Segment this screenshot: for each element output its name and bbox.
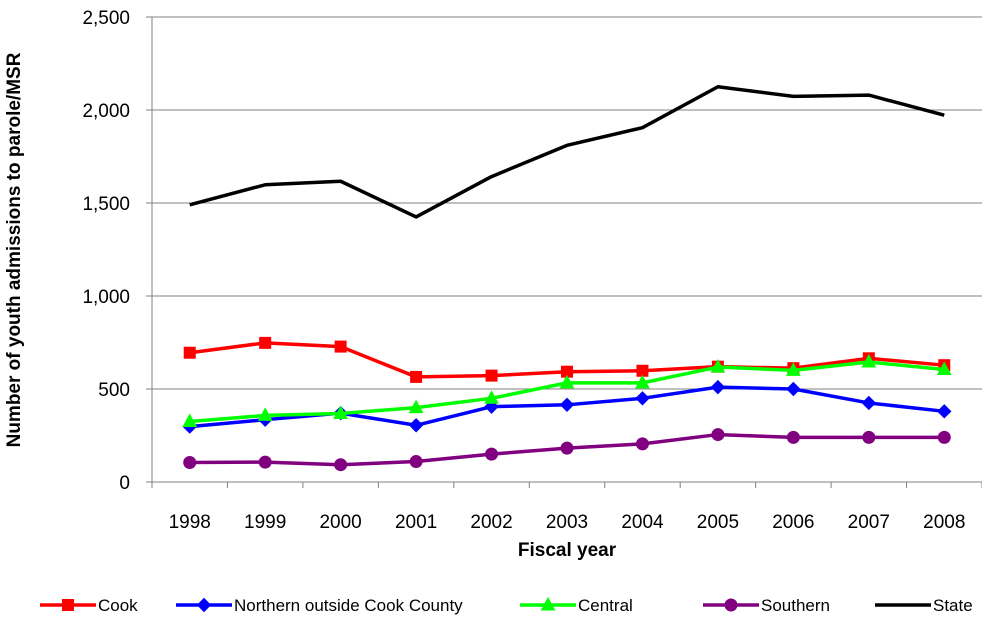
data-point bbox=[560, 441, 574, 455]
legend-item: State bbox=[875, 596, 973, 615]
x-tick-label: 1998 bbox=[169, 512, 211, 533]
data-point bbox=[635, 374, 650, 389]
legend-label: Northern outside Cook County bbox=[234, 596, 463, 615]
y-tick-label: 2,500 bbox=[82, 8, 130, 29]
legend-label: State bbox=[933, 596, 973, 615]
data-point bbox=[485, 447, 499, 461]
x-tick-label: 2008 bbox=[923, 512, 965, 533]
x-axis-title: Fiscal year bbox=[518, 540, 617, 561]
data-point bbox=[334, 458, 348, 472]
data-point bbox=[861, 353, 877, 368]
data-point bbox=[862, 430, 876, 444]
y-tick-label: 500 bbox=[98, 380, 130, 401]
y-tick-label: 2,000 bbox=[82, 101, 130, 122]
data-point bbox=[408, 399, 424, 414]
x-tick-label: 2000 bbox=[319, 512, 361, 533]
data-point bbox=[710, 379, 726, 395]
legend-marker bbox=[196, 597, 212, 613]
data-point bbox=[408, 418, 424, 433]
data-point bbox=[183, 455, 197, 469]
y-tick-label: 0 bbox=[119, 473, 130, 494]
y-tick-label: 1,000 bbox=[82, 287, 130, 308]
y-tick-labels: 0 500 1,000 1,500 2,000 2,500 bbox=[82, 8, 130, 494]
data-point bbox=[257, 407, 273, 421]
data-point bbox=[786, 362, 801, 376]
legend-label: Cook bbox=[98, 596, 138, 615]
data-point bbox=[409, 455, 423, 469]
data-point bbox=[636, 364, 649, 377]
data-point bbox=[936, 361, 952, 375]
x-tick-labels: 1998 1999 2000 2001 2002 2003 2004 2005 2006 2007… bbox=[169, 512, 966, 533]
y-tick-label: 1,500 bbox=[82, 194, 130, 215]
x-tick-label: 2006 bbox=[772, 512, 814, 533]
data-point bbox=[937, 404, 952, 419]
x-tick-label: 2007 bbox=[848, 512, 890, 533]
x-tick-label: 2002 bbox=[470, 512, 512, 533]
legend-item: Northern outside Cook County bbox=[176, 596, 463, 615]
data-point bbox=[485, 369, 498, 382]
x-tick-label: 1999 bbox=[244, 512, 286, 533]
legend-marker bbox=[540, 596, 556, 611]
data-point bbox=[410, 370, 423, 383]
data-point bbox=[333, 405, 348, 420]
data-point bbox=[259, 336, 272, 349]
gridlines bbox=[152, 16, 982, 390]
data-point bbox=[183, 346, 196, 359]
x-tick-label: 2003 bbox=[546, 512, 588, 533]
x-tick-label: 2004 bbox=[621, 512, 664, 533]
data-point bbox=[559, 397, 575, 413]
data-point bbox=[635, 391, 650, 406]
legend-item: Southern bbox=[703, 596, 830, 615]
x-tick-label: 2001 bbox=[395, 512, 437, 533]
series-line bbox=[189, 85, 945, 219]
data-point bbox=[182, 413, 198, 428]
legend-marker bbox=[724, 598, 738, 612]
axes bbox=[146, 16, 982, 488]
series-lines bbox=[182, 85, 952, 472]
data-point bbox=[786, 381, 801, 397]
x-tick-label: 2005 bbox=[697, 512, 739, 533]
series-southern bbox=[183, 428, 951, 472]
data-point bbox=[711, 428, 725, 442]
data-point bbox=[710, 359, 726, 373]
series-central bbox=[182, 353, 952, 428]
data-point bbox=[484, 390, 499, 404]
data-point bbox=[635, 437, 649, 451]
legend-label: Central bbox=[578, 596, 633, 615]
data-point bbox=[861, 395, 877, 411]
legend-label: Southern bbox=[761, 596, 830, 615]
legend-marker bbox=[62, 599, 74, 611]
data-point bbox=[334, 340, 347, 353]
data-point bbox=[937, 430, 951, 444]
series-state bbox=[189, 85, 945, 219]
data-point bbox=[258, 455, 272, 469]
data-point bbox=[786, 430, 800, 444]
y-axis-title: Number of youth admissions to parole/MSR bbox=[4, 52, 25, 447]
data-point bbox=[559, 374, 575, 389]
legend-item: Central bbox=[520, 596, 633, 615]
legend-item: Cook bbox=[40, 596, 138, 615]
legend: Cook Northern outside Cook County Central S… bbox=[40, 596, 973, 615]
